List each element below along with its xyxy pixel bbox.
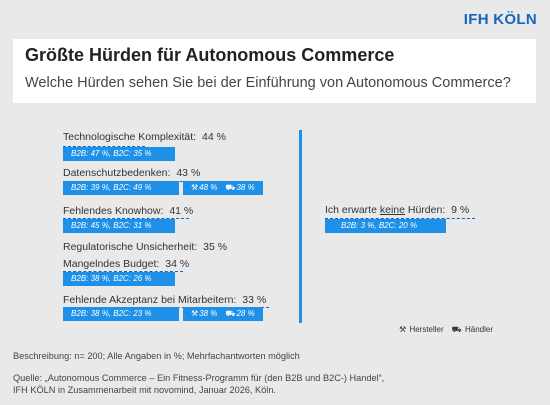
legend-haendler: Händler (464, 325, 493, 334)
b2c-value: B2C: 35 % (113, 149, 152, 158)
header-card: Größte Hürden für Autonomous Commerce We… (13, 39, 536, 103)
item-label-regulatorisch: Regulatorische Unsicherheit: 35 % (63, 241, 227, 253)
legend: ⚒ Hersteller ⛟ Händler (399, 325, 493, 335)
item-label-knowhow: Fehlendes Knowhow: 41 % (63, 205, 193, 217)
b2b-value: B2B: 38 % (71, 274, 109, 283)
item-name: Technologische Komplexität: (63, 131, 197, 143)
segment-box-datenschutz-type: ⚒48 % ⛟38 % (183, 181, 263, 195)
item-total: 34 % (165, 258, 190, 270)
b2c-value: B2C: 49 % (113, 183, 152, 192)
vertical-divider (299, 130, 302, 323)
dash-line (63, 146, 145, 147)
chart-title: Größte Hürden für Autonomous Commerce (25, 45, 395, 65)
item-label-tech: Technologische Komplexität: 44 % (63, 131, 226, 143)
cart-icon: ⛟ (225, 183, 236, 192)
hammer-wrench-icon: ⚒ (399, 325, 407, 334)
item-total: 44 % (202, 131, 226, 143)
item-label-akzeptanz: Fehlende Akzeptanz bei Mitarbeitern: 33 … (63, 294, 266, 306)
haendler-value: 38 % (236, 183, 255, 192)
dash-line (325, 218, 475, 219)
item-total: 41 % (169, 205, 194, 217)
source-note: Quelle: „Autonomous Commerce – Ein Fitne… (13, 372, 384, 396)
item-total: 35 % (203, 241, 228, 253)
cart-icon: ⛟ (451, 325, 462, 334)
item-name: Datenschutzbedenken: (63, 167, 171, 179)
item-name: Regulatorische Unsicherheit: (63, 241, 198, 253)
b2b-value: B2B: 3 % (341, 221, 375, 230)
item-label-datenschutz: Datenschutzbedenken: 43 % (63, 167, 200, 179)
item-total: 9 % (451, 204, 470, 216)
item-name-keyword: keine (379, 204, 405, 216)
chart-subtitle: Welche Hürden sehen Sie bei der Einführu… (25, 75, 511, 91)
item-name-post: Hürden: (404, 204, 446, 216)
b2b-value: B2B: 47 % (71, 149, 109, 158)
item-total: 33 % (242, 294, 267, 306)
b2b-value: B2B: 45 % (71, 221, 109, 230)
segment-box-keine-huerden: B2B: 3 %, B2C: 20 % (325, 219, 446, 233)
ifh-koeln-logo: IFH KÖLN (463, 11, 537, 28)
b2c-value: B2C: 31 % (113, 221, 152, 230)
b2c-value: B2C: 26 % (113, 274, 152, 283)
source-line-2: IFH KÖLN in Zusammenarbeit mit novomind,… (13, 385, 276, 395)
segment-box-tech: B2B: 47 %, B2C: 35 % (63, 147, 175, 161)
b2c-value: B2C: 23 % (113, 309, 152, 318)
legend-hersteller: Hersteller (409, 325, 444, 334)
hersteller-value: 48 % (199, 183, 218, 192)
item-label-budget: Mangelndes Budget: 34 % (63, 258, 189, 270)
segment-box-datenschutz: B2B: 39 %, B2C: 49 % (63, 181, 179, 195)
haendler-value: 28 % (236, 309, 255, 318)
cart-icon: ⛟ (225, 309, 236, 318)
b2c-value: B2C: 20 % (378, 221, 418, 230)
dash-line (63, 271, 183, 272)
hammer-wrench-icon: ⚒ (191, 183, 199, 192)
b2b-value: B2B: 39 % (71, 183, 109, 192)
description-note: Beschreibung: n= 200; Alle Angaben in %;… (13, 351, 300, 361)
segment-box-budget: B2B: 38 %, B2C: 26 % (63, 272, 175, 286)
segment-box-akzeptanz: B2B: 38 %, B2C: 23 % (63, 307, 179, 321)
item-name-pre: Ich erwarte (325, 204, 380, 216)
hammer-wrench-icon: ⚒ (191, 309, 199, 318)
source-line-1: Quelle: „Autonomous Commerce – Ein Fitne… (13, 373, 385, 383)
dash-line (63, 218, 189, 219)
segment-box-akzeptanz-type: ⚒38 % ⛟28 % (183, 307, 263, 321)
item-name: Mangelndes Budget: (63, 258, 160, 270)
item-name: Fehlendes Knowhow: (63, 205, 164, 217)
hersteller-value: 38 % (199, 309, 218, 318)
segment-box-knowhow: B2B: 45 %, B2C: 31 % (63, 219, 175, 233)
item-name: Fehlende Akzeptanz bei Mitarbeitern: (63, 294, 237, 306)
item-total: 43 % (176, 167, 201, 179)
item-label-keine-huerden: Ich erwarte keine Hürden: 9 % (325, 204, 469, 216)
b2b-value: B2B: 38 % (71, 309, 109, 318)
